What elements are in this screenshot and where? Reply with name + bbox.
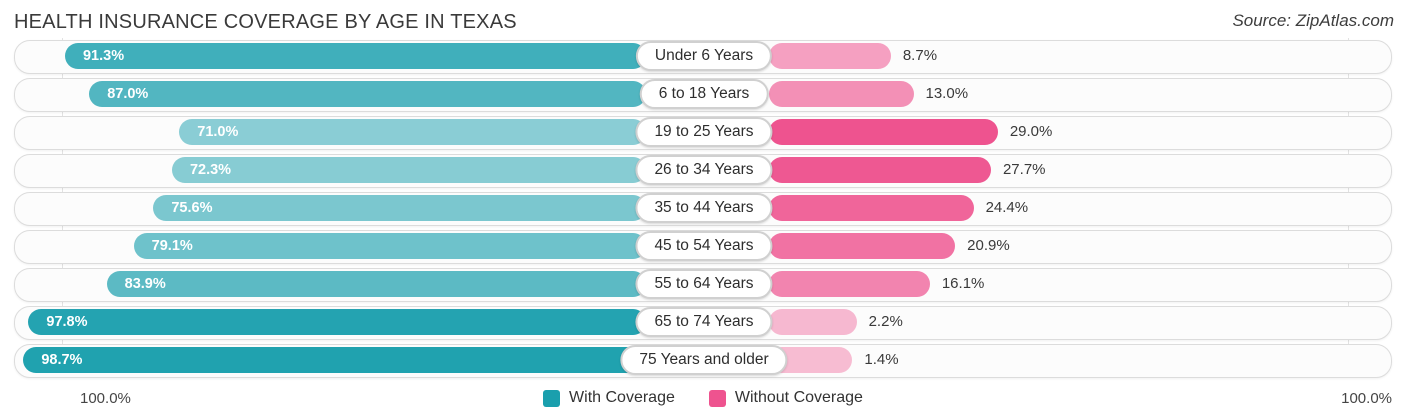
with-coverage-bar: 91.3% [64, 43, 646, 69]
chart-header: HEALTH INSURANCE COVERAGE BY AGE IN TEXA… [0, 0, 1406, 38]
page-title: HEALTH INSURANCE COVERAGE BY AGE IN TEXA… [14, 11, 517, 33]
category-label: 6 to 18 Years [639, 79, 769, 109]
chart-rows: 91.3% 8.7% Under 6 Years 87.0% 13.0% 6 to 18 … [14, 40, 1392, 378]
without-coverage-value: 2.2% [868, 313, 903, 330]
without-coverage-bar [769, 119, 998, 145]
category-label: 75 Years and older [620, 345, 788, 375]
bar-chart: 91.3% 8.7% Under 6 Years 87.0% 13.0% 6 to 18 … [0, 38, 1406, 378]
category-label: 45 to 54 Years [635, 231, 773, 261]
bar-row: 75.6% 24.4% 35 to 44 Years [14, 192, 1392, 226]
legend-label-without-coverage: Without Coverage [734, 389, 863, 406]
without-coverage-bar [769, 43, 891, 69]
with-coverage-bar: 71.0% [179, 119, 646, 145]
without-coverage-value: 13.0% [925, 85, 969, 102]
without-coverage-bar [769, 309, 857, 335]
with-coverage-bar: 98.7% [23, 347, 646, 373]
category-label: 35 to 44 Years [635, 193, 773, 223]
with-coverage-value: 83.9% [124, 276, 166, 292]
without-coverage-value: 16.1% [941, 275, 985, 292]
with-coverage-bar: 79.1% [133, 233, 646, 259]
without-coverage-bar [769, 157, 991, 183]
without-coverage-bar [769, 195, 974, 221]
with-coverage-bar: 72.3% [171, 157, 646, 183]
bar-row: 98.7% 1.4% 75 Years and older [14, 344, 1392, 378]
bar-row: 71.0% 29.0% 19 to 25 Years [14, 116, 1392, 150]
category-label: 19 to 25 Years [635, 117, 773, 147]
without-coverage-value: 20.9% [967, 237, 1010, 254]
category-label: 26 to 34 Years [635, 155, 773, 185]
axis-left-label: 100.0% [80, 390, 131, 407]
legend-item-without-coverage: Without Coverage [708, 389, 863, 407]
category-label: 65 to 74 Years [635, 307, 773, 337]
with-coverage-value: 75.6% [171, 200, 213, 216]
bar-row: 72.3% 27.7% 26 to 34 Years [14, 154, 1392, 188]
with-coverage-value: 98.7% [41, 352, 83, 368]
category-label: 55 to 64 Years [635, 269, 773, 299]
without-coverage-bar [769, 271, 930, 297]
with-coverage-bar: 97.8% [28, 309, 646, 335]
chart-footer: 100.0% With Coverage Without Coverage 10… [0, 382, 1406, 414]
axis-right-label: 100.0% [1341, 390, 1392, 407]
with-coverage-value: 79.1% [151, 238, 193, 254]
without-coverage-bar [769, 81, 914, 107]
legend-label-with-coverage: With Coverage [569, 389, 675, 406]
bar-row: 97.8% 2.2% 65 to 74 Years [14, 306, 1392, 340]
without-coverage-bar [769, 233, 956, 259]
legend-item-with-coverage: With Coverage [543, 389, 675, 407]
legend: With Coverage Without Coverage [0, 382, 1406, 407]
with-coverage-bar: 83.9% [106, 271, 646, 297]
with-coverage-value: 72.3% [189, 162, 232, 178]
without-coverage-value: 29.0% [1009, 123, 1053, 140]
without-coverage-value: 8.7% [902, 47, 938, 64]
without-coverage-value: 27.7% [1002, 161, 1046, 178]
with-coverage-bar: 75.6% [153, 195, 646, 221]
with-coverage-value: 97.8% [46, 314, 88, 330]
with-coverage-value: 91.3% [82, 48, 125, 64]
without-coverage-value: 1.4% [864, 351, 899, 368]
source-attribution: Source: ZipAtlas.com [1232, 11, 1394, 30]
with-coverage-bar: 87.0% [89, 81, 646, 107]
legend-swatch-with-coverage-icon [543, 389, 561, 407]
without-coverage-value: 24.4% [985, 199, 1029, 216]
category-label: Under 6 Years [635, 41, 773, 71]
bar-row: 91.3% 8.7% Under 6 Years [14, 40, 1392, 74]
legend-swatch-without-coverage-icon [708, 389, 726, 407]
with-coverage-value: 87.0% [107, 86, 149, 102]
with-coverage-value: 71.0% [197, 124, 239, 140]
bar-row: 83.9% 16.1% 55 to 64 Years [14, 268, 1392, 302]
bar-row: 87.0% 13.0% 6 to 18 Years [14, 78, 1392, 112]
bar-row: 79.1% 20.9% 45 to 54 Years [14, 230, 1392, 264]
